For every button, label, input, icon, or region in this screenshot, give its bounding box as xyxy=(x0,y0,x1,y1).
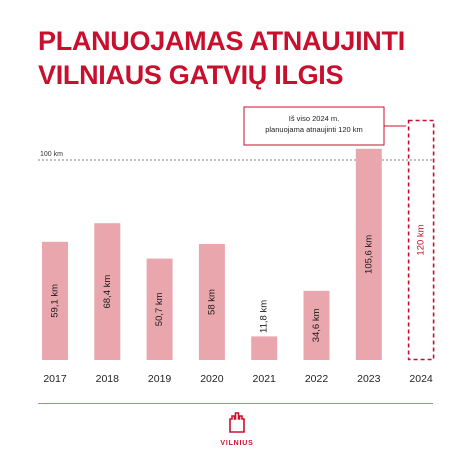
bar-2018 xyxy=(94,223,121,360)
bar-value-label: 50,7 km xyxy=(154,292,165,326)
annotation-box xyxy=(243,106,385,146)
vilnius-logo: VILNIUS xyxy=(212,411,262,471)
castle-tower-icon xyxy=(229,412,245,433)
bar-2021 xyxy=(251,336,278,360)
bar-value-label: 59,1 km xyxy=(50,284,61,318)
bar-value-label: 11,8 km xyxy=(259,300,270,333)
bar-2020 xyxy=(198,244,225,360)
bar-value-label: 58 km xyxy=(206,289,217,315)
x-tick-label: 2017 xyxy=(43,373,67,385)
logo-text: VILNIUS xyxy=(220,440,254,447)
annotation-text: planuojama atnaujinti 120 km xyxy=(265,125,363,134)
bar-value-label: 120 km xyxy=(416,224,427,255)
bar-2022 xyxy=(303,290,330,360)
x-tick-label: 2022 xyxy=(305,373,329,385)
bar-value-label: 34,6 km xyxy=(311,308,322,342)
bar-2017 xyxy=(42,241,68,360)
x-tick-label: 2020 xyxy=(200,373,224,385)
x-tick-label: 2023 xyxy=(357,373,381,385)
x-tick-label: 2024 xyxy=(409,373,433,385)
chart-title: PLANUOJAMAS ATNAUJINTI VILNIAUS GATVIŲ I… xyxy=(38,24,405,92)
reference-line-label: 100 km xyxy=(40,151,63,158)
chart-title-line-1: PLANUOJAMAS ATNAUJINTI xyxy=(38,26,405,56)
bar-value-label: 105,6 km xyxy=(363,235,374,274)
x-tick-label: 2018 xyxy=(96,373,120,385)
bar-value-label: 68,4 km xyxy=(102,275,113,309)
bar-2019 xyxy=(146,258,173,360)
footer-divider xyxy=(38,403,433,404)
bar-planned-2024 xyxy=(407,119,435,361)
annotation-text: Iš viso 2024 m. xyxy=(289,114,339,123)
bar-2023 xyxy=(355,148,382,360)
chart-title-line-2: VILNIAUS GATVIŲ ILGIS xyxy=(38,60,344,90)
x-tick-label: 2021 xyxy=(253,373,277,385)
x-tick-label: 2019 xyxy=(148,373,172,385)
